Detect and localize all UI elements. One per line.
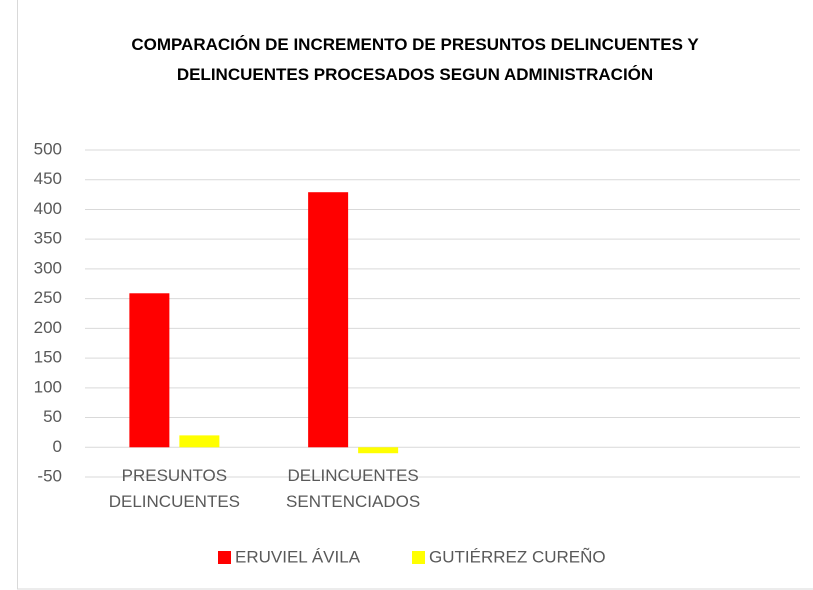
y-tick-label: 250 — [34, 288, 62, 307]
bar — [179, 435, 220, 448]
legend-swatch — [412, 551, 425, 564]
y-tick-label: 500 — [34, 139, 62, 158]
bar — [358, 447, 399, 454]
y-tick-label: 400 — [34, 199, 62, 218]
x-tick-label: DELINCUENTES SENTENCIADOS — [286, 466, 421, 511]
legend-label: GUTIÉRREZ CUREÑO — [429, 547, 606, 566]
y-tick-label: 0 — [53, 437, 62, 456]
bar — [129, 293, 170, 448]
y-tick-label: 450 — [34, 169, 62, 188]
legend-swatch — [218, 551, 231, 564]
y-tick-label: 150 — [34, 348, 62, 367]
y-tick-label: 200 — [34, 318, 62, 337]
y-tick-label: 350 — [34, 229, 62, 248]
y-tick-label: 100 — [34, 377, 62, 396]
x-tick-label: PRESUNTOS DELINCUENTES — [108, 466, 241, 511]
y-tick-label: 300 — [34, 258, 62, 277]
bar — [308, 192, 349, 448]
legend-label: ERUVIEL ÁVILA — [235, 547, 361, 566]
y-tick-label: 50 — [43, 407, 62, 426]
chart-frame — [17, 0, 813, 590]
chart-title: COMPARACIÓN DE INCREMENTO DE PRESUNTOS D… — [131, 35, 699, 84]
y-tick-label: -50 — [37, 466, 62, 485]
